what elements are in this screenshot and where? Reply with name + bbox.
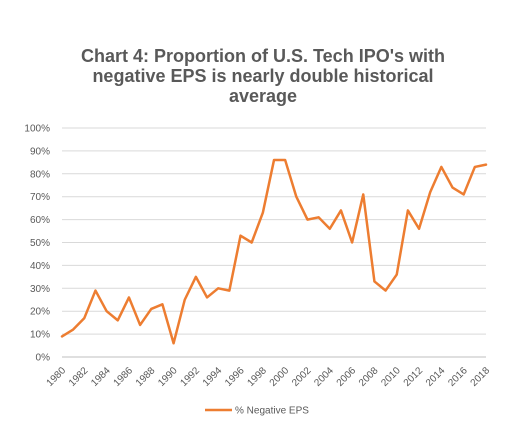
y-tick-label: 60% <box>30 215 50 226</box>
x-tick-label: 2018 <box>469 365 493 389</box>
gridlines <box>62 127 486 358</box>
x-tick-label: 1994 <box>201 365 225 389</box>
x-tick-label: 2002 <box>290 365 314 389</box>
y-tick-label: 100% <box>24 124 50 135</box>
x-axis: 1980198219841986198819901992199419961998… <box>45 365 493 389</box>
y-tick-label: 20% <box>30 307 50 318</box>
x-tick-label: 1980 <box>45 365 69 389</box>
x-tick-label: 2008 <box>357 365 381 389</box>
y-tick-label: 70% <box>30 192 50 203</box>
y-tick-label: 90% <box>30 146 50 157</box>
x-tick-label: 1998 <box>245 365 269 389</box>
series-line <box>60 158 488 345</box>
y-tick-label: 30% <box>30 284 50 295</box>
x-tick-label: 2004 <box>312 365 336 389</box>
x-tick-label: 1992 <box>179 365 203 389</box>
legend-label: % Negative EPS <box>235 406 309 417</box>
x-tick-label: 2016 <box>446 365 470 389</box>
x-tick-label: 1986 <box>112 365 136 389</box>
series-group <box>60 158 488 345</box>
x-tick-label: 1990 <box>156 365 180 389</box>
chart-title-line-1: Chart 4: Proportion of U.S. Tech IPO's w… <box>81 46 445 66</box>
x-tick-label: 2014 <box>424 365 448 389</box>
y-tick-label: 80% <box>30 169 50 180</box>
y-tick-label: 0% <box>36 353 51 364</box>
y-tick-label: 40% <box>30 261 50 272</box>
x-tick-label: 2000 <box>268 365 292 389</box>
x-tick-label: 2012 <box>402 365 426 389</box>
chart-title-line-2: negative EPS is nearly double historical <box>92 66 434 86</box>
y-axis: 0% 10% 20% 30% 40% 50% 60% 70% 80% 90% 100% <box>24 124 50 364</box>
x-tick-label: 2010 <box>379 365 403 389</box>
y-tick-label: 50% <box>30 238 50 249</box>
y-tick-label: 10% <box>30 330 50 341</box>
chart-title-line-3: average <box>228 86 298 106</box>
x-tick-label: 1984 <box>89 365 113 389</box>
x-tick-label: 1996 <box>223 365 247 389</box>
chart-title: Chart 4: Proportion of U.S. Tech IPO's w… <box>0 46 526 106</box>
x-tick-label: 1982 <box>67 365 91 389</box>
x-tick-label: 2006 <box>335 365 359 389</box>
legend: % Negative EPS <box>205 406 309 417</box>
x-tick-label: 1988 <box>134 365 158 389</box>
